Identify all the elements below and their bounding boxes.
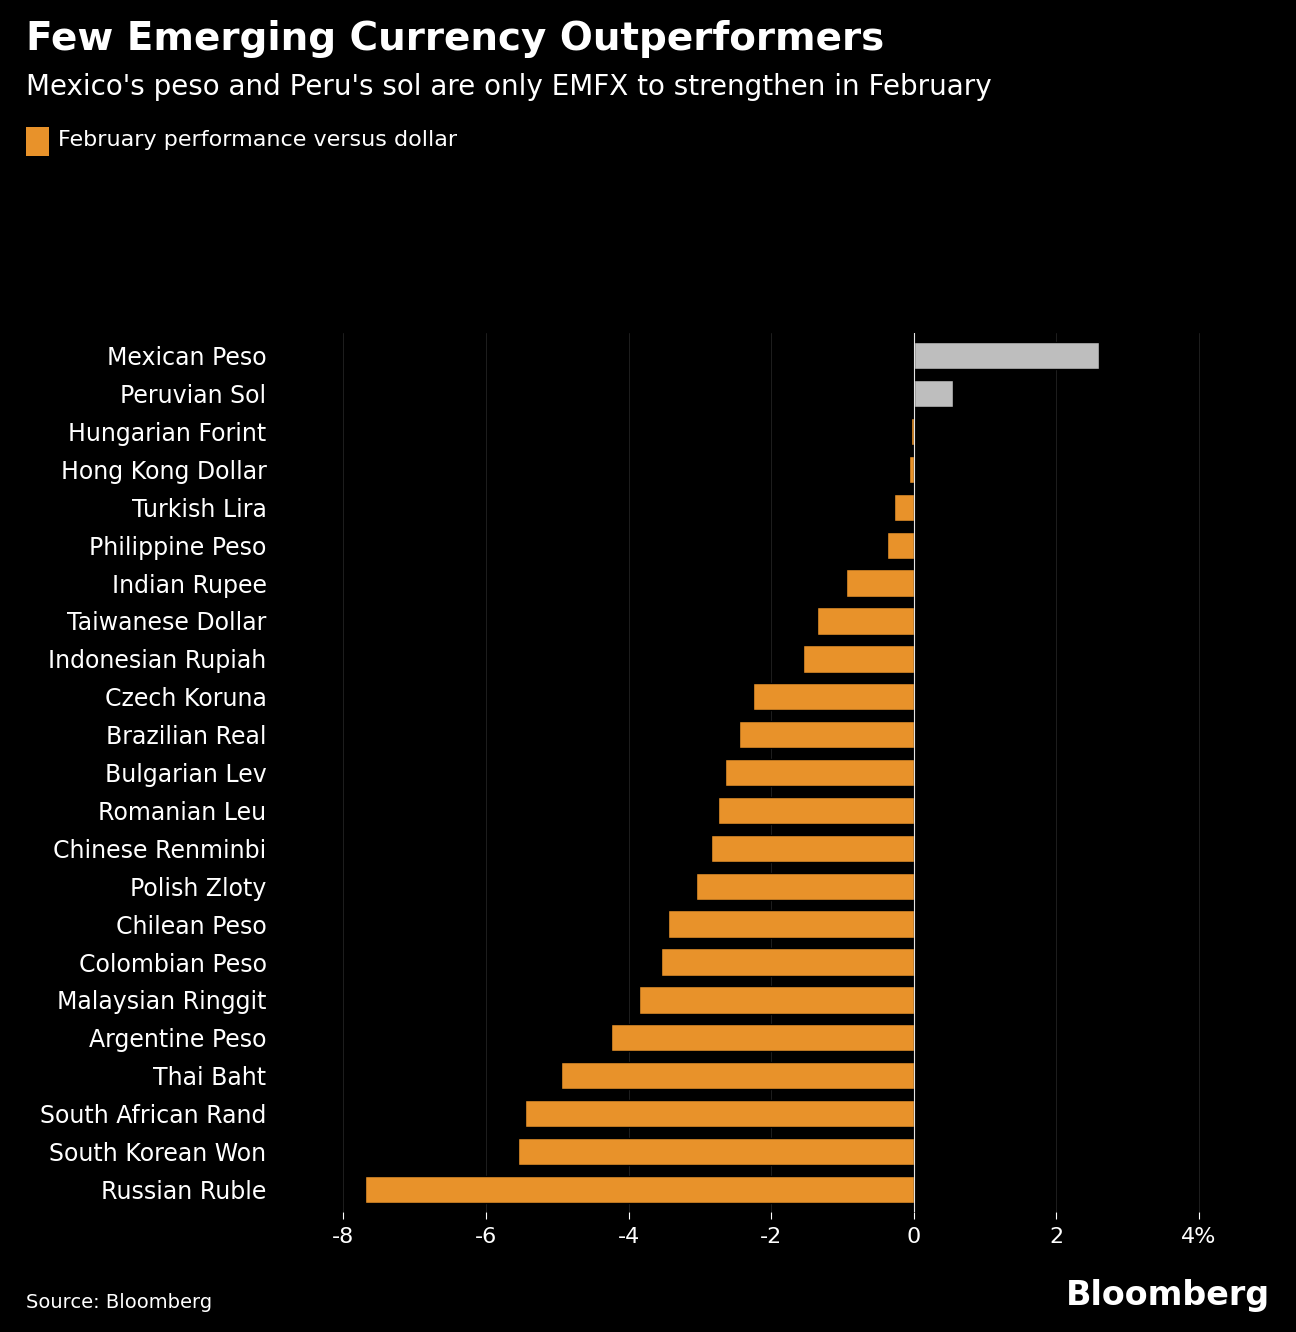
Bar — [718, 797, 914, 825]
Bar — [914, 342, 1099, 369]
Bar — [846, 570, 914, 597]
Bar — [894, 494, 914, 521]
Text: Few Emerging Currency Outperformers: Few Emerging Currency Outperformers — [26, 20, 884, 59]
Bar — [518, 1138, 914, 1166]
Bar — [910, 456, 914, 484]
Bar — [886, 531, 914, 559]
Text: Source: Bloomberg: Source: Bloomberg — [26, 1293, 213, 1312]
Bar — [739, 721, 914, 749]
Text: Bloomberg: Bloomberg — [1065, 1279, 1270, 1312]
Bar — [911, 418, 914, 445]
Bar — [667, 911, 914, 938]
Bar — [365, 1176, 914, 1203]
Bar — [610, 1024, 914, 1051]
Bar — [696, 872, 914, 900]
Bar — [639, 986, 914, 1014]
Bar — [818, 607, 914, 634]
Text: February performance versus dollar: February performance versus dollar — [58, 129, 457, 151]
Bar — [753, 683, 914, 710]
Bar — [561, 1062, 914, 1090]
Bar — [710, 835, 914, 862]
Bar — [914, 380, 953, 408]
Bar — [804, 645, 914, 673]
Bar — [661, 948, 914, 975]
Text: Mexico's peso and Peru's sol are only EMFX to strengthen in February: Mexico's peso and Peru's sol are only EM… — [26, 73, 991, 101]
Bar — [525, 1100, 914, 1127]
Bar — [724, 759, 914, 786]
